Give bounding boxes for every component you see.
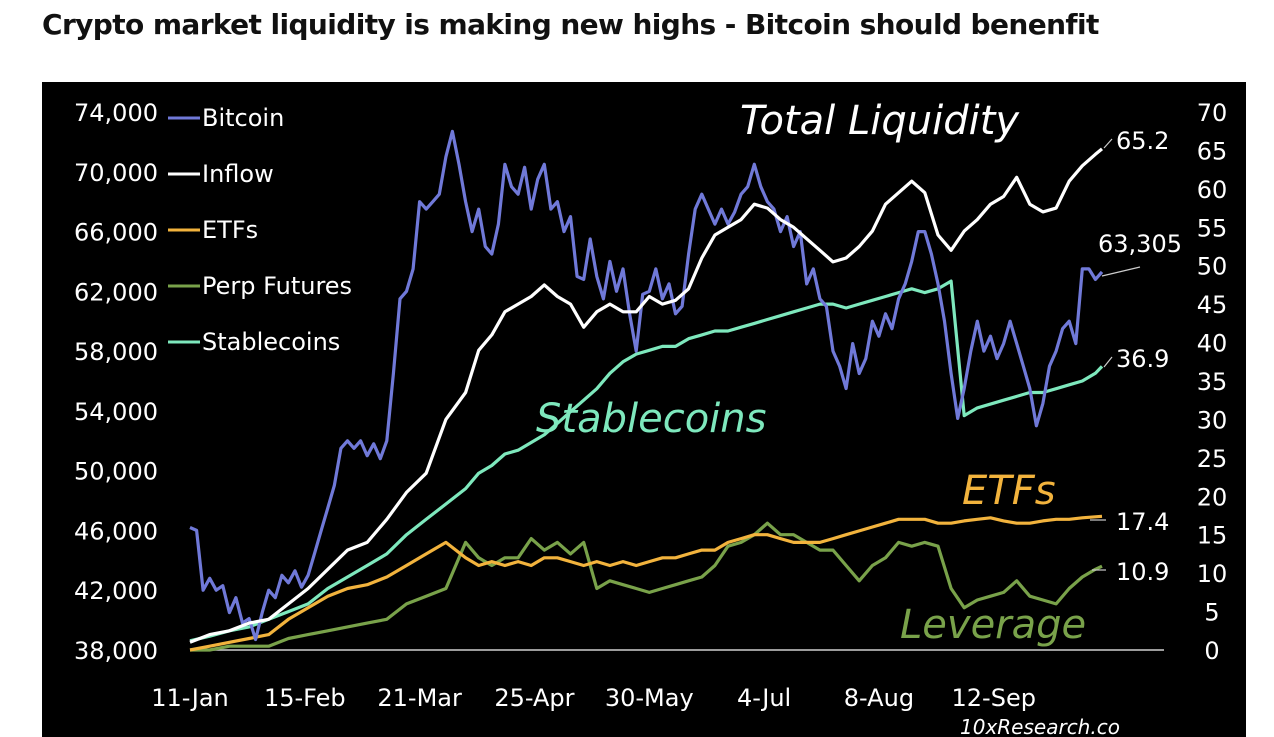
legend-label: ETFs (202, 216, 258, 244)
source-credit: 10xResearch.co (960, 715, 1120, 737)
x-tick-label: 4-Jul (737, 684, 791, 712)
left-tick-label: 42,000 (74, 577, 158, 605)
legend-label: Bitcoin (202, 104, 284, 132)
right-tick-label: 10 (1197, 560, 1228, 588)
legend-label: Stablecoins (202, 328, 340, 356)
series-line-bitcoin (189, 129, 1104, 642)
left-tick-label: 70,000 (74, 159, 158, 187)
liquidity-chart: 74,000 70,000 66,000 62,000 58,000 54,000 50,0… (74, 98, 1228, 737)
left-tick-label: 54,000 (74, 398, 158, 426)
end-value-label: 10.9 (1116, 558, 1169, 586)
legend-label: Inflow (202, 160, 274, 188)
right-tick-label: 50 (1197, 253, 1228, 281)
left-tick-label: 58,000 (74, 338, 158, 366)
end-value-label: 36.9 (1116, 345, 1169, 373)
annotation-label: Stablecoins (536, 396, 766, 442)
right-tick-label: 35 (1197, 368, 1228, 396)
annotations: Total Liquidity Stablecoins ETFs Leverage (536, 98, 1086, 648)
series-layer (189, 129, 1104, 652)
end-value-label: 63,305 (1098, 230, 1182, 258)
x-tick-label: 15-Feb (264, 684, 346, 712)
series-line-etfs (189, 514, 1103, 652)
left-tick-label: 74,000 (74, 99, 158, 127)
right-tick-label: 25 (1197, 445, 1228, 473)
right-tick-label: 0 (1204, 637, 1219, 665)
right-tick-label: 30 (1197, 406, 1228, 434)
x-axis-ticks: 11-Jan 15-Feb 21-Mar 25-Apr 30-May 4-Jul 8-Aug… (151, 684, 1036, 712)
annotation-label: ETFs (962, 468, 1056, 514)
left-tick-label: 38,000 (74, 637, 158, 665)
legend: Bitcoin Inflow ETFs Perp Futures Stablecoins (168, 104, 352, 356)
end-value-label: 17.4 (1116, 508, 1169, 536)
series-line-stablecoins (189, 279, 1104, 643)
x-tick-label: 30-May (605, 684, 694, 712)
end-label-leader (1103, 356, 1113, 368)
left-axis-ticks: 74,000 70,000 66,000 62,000 58,000 54,000 50,0… (74, 99, 158, 665)
end-label-leader (1103, 138, 1113, 149)
x-tick-label: 21-Mar (377, 684, 462, 712)
x-tick-label: 11-Jan (151, 684, 229, 712)
right-tick-label: 60 (1197, 176, 1228, 204)
right-tick-label: 20 (1197, 483, 1228, 511)
right-tick-label: 65 (1197, 137, 1228, 165)
end-label-leader (1101, 266, 1141, 277)
annotation-label: Total Liquidity (740, 98, 1020, 144)
end-labels: 65.2 63,305 36.9 17.4 10.9 (1090, 127, 1182, 586)
legend-label: Perp Futures (202, 272, 352, 300)
x-tick-label: 25-Apr (494, 684, 574, 712)
left-tick-label: 50,000 (74, 458, 158, 486)
left-tick-label: 46,000 (74, 517, 158, 545)
chart-panel: 74,000 70,000 66,000 62,000 58,000 54,000 50,0… (42, 82, 1246, 737)
left-tick-label: 62,000 (74, 278, 158, 306)
series-line-perp-futures (190, 521, 1103, 652)
x-tick-label: 12-Sep (952, 684, 1036, 712)
right-tick-label: 40 (1197, 330, 1228, 358)
right-tick-label: 70 (1197, 99, 1228, 127)
right-tick-label: 55 (1197, 214, 1228, 242)
right-tick-label: 45 (1197, 291, 1228, 319)
left-tick-label: 66,000 (74, 219, 158, 247)
end-value-label: 65.2 (1116, 127, 1169, 155)
x-tick-label: 8-Aug (844, 684, 914, 712)
right-tick-label: 5 (1204, 599, 1219, 627)
series-line-inflow (189, 147, 1104, 644)
annotation-label: Leverage (900, 602, 1086, 648)
headline: Crypto market liquidity is making new hi… (42, 8, 1099, 41)
right-tick-label: 15 (1197, 522, 1228, 550)
